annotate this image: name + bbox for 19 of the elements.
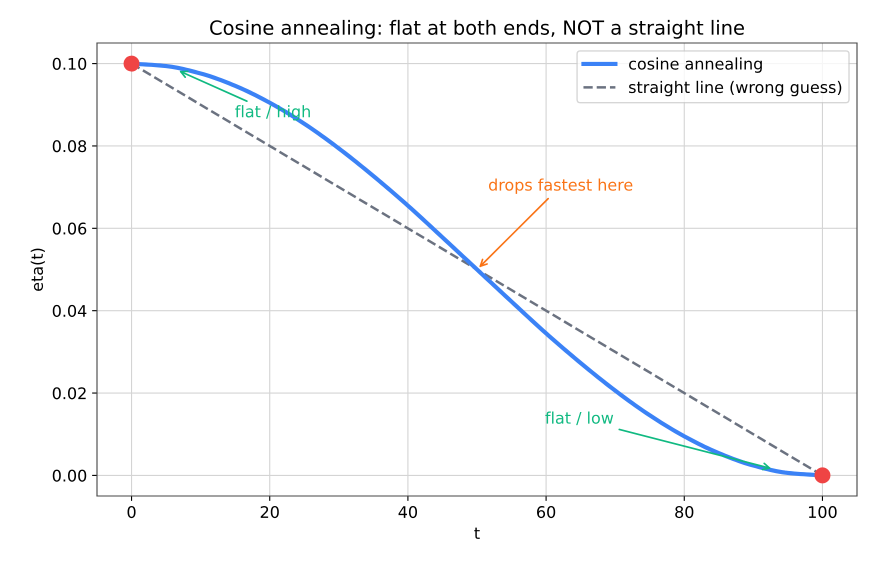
x-tick-label: 20 [260, 506, 279, 518]
y-tick-label: 0.10 [52, 58, 86, 70]
x-tick-label: 40 [398, 506, 418, 518]
x-axis-title: t [474, 528, 480, 539]
x-tick-label: 80 [675, 506, 694, 518]
legend-label: straight line (wrong guess) [629, 80, 842, 96]
x-tick-label: 60 [537, 506, 556, 518]
x-tick-label: 0 [128, 506, 136, 518]
y-tick-label: 0.00 [52, 470, 86, 482]
legend-label: cosine annealing [629, 57, 762, 73]
y-axis-title: eta(t) [30, 248, 45, 291]
y-tick-label: 0.06 [52, 222, 86, 235]
y-tick-label: 0.08 [52, 140, 86, 152]
annotation: flat / low [545, 412, 614, 426]
chart-title: Cosine annealing: flat at both ends, NOT a straight line [210, 20, 744, 39]
y-tick-label: 0.04 [52, 304, 86, 317]
y-tick-label: 0.02 [52, 387, 86, 400]
x-tick-label: 100 [808, 506, 837, 518]
annotation: drops fastest here [488, 178, 632, 194]
